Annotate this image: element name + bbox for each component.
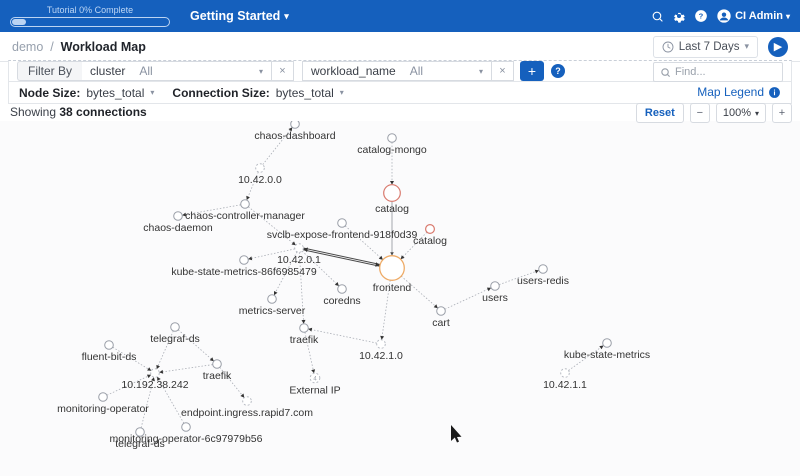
svg-text:svclb-expose-frontend-918f0d39: svclb-expose-frontend-918f0d39: [267, 229, 418, 241]
svg-text:coredns: coredns: [323, 295, 360, 307]
svg-text:kube-state-metrics: kube-state-metrics: [564, 349, 650, 361]
svg-text:catalog: catalog: [375, 203, 409, 215]
svg-text:users: users: [482, 292, 508, 304]
svg-text:telegraf-ds: telegraf-ds: [115, 438, 165, 450]
svg-text:External IP: External IP: [289, 384, 340, 396]
svg-text:10.192.38.242: 10.192.38.242: [121, 379, 188, 391]
svg-text:10.42.0.1: 10.42.0.1: [277, 254, 321, 266]
svg-text:monitoring-operator: monitoring-operator: [57, 403, 149, 415]
svg-text:chaos-controller-manager: chaos-controller-manager: [185, 210, 305, 222]
svg-text:traefik: traefik: [290, 334, 319, 346]
svg-text:frontend: frontend: [373, 282, 412, 294]
svg-text:traefik: traefik: [203, 370, 232, 382]
svg-text:10.42.0.0: 10.42.0.0: [238, 174, 282, 186]
svg-text:catalog-mongo: catalog-mongo: [357, 144, 427, 156]
svg-text:fluent-bit-ds: fluent-bit-ds: [82, 351, 137, 363]
svg-text:chaos-dashboard: chaos-dashboard: [254, 130, 335, 142]
svg-text:10.42.1.1: 10.42.1.1: [543, 379, 587, 391]
svg-text:telegraf-ds: telegraf-ds: [150, 333, 200, 345]
svg-text:endpoint.ingress.rapid7.com: endpoint.ingress.rapid7.com: [181, 407, 313, 419]
svg-text:10.42.1.0: 10.42.1.0: [359, 350, 403, 362]
svg-text:cart: cart: [432, 317, 450, 329]
svg-text:catalog: catalog: [413, 235, 447, 247]
svg-text:users-redis: users-redis: [517, 275, 569, 287]
svg-text:chaos-daemon: chaos-daemon: [143, 222, 213, 234]
svg-text:metrics-server: metrics-server: [239, 305, 306, 317]
svg-text:?: ?: [699, 12, 704, 21]
svg-text:kube-state-metrics-86f6985479: kube-state-metrics-86f6985479: [171, 266, 316, 278]
